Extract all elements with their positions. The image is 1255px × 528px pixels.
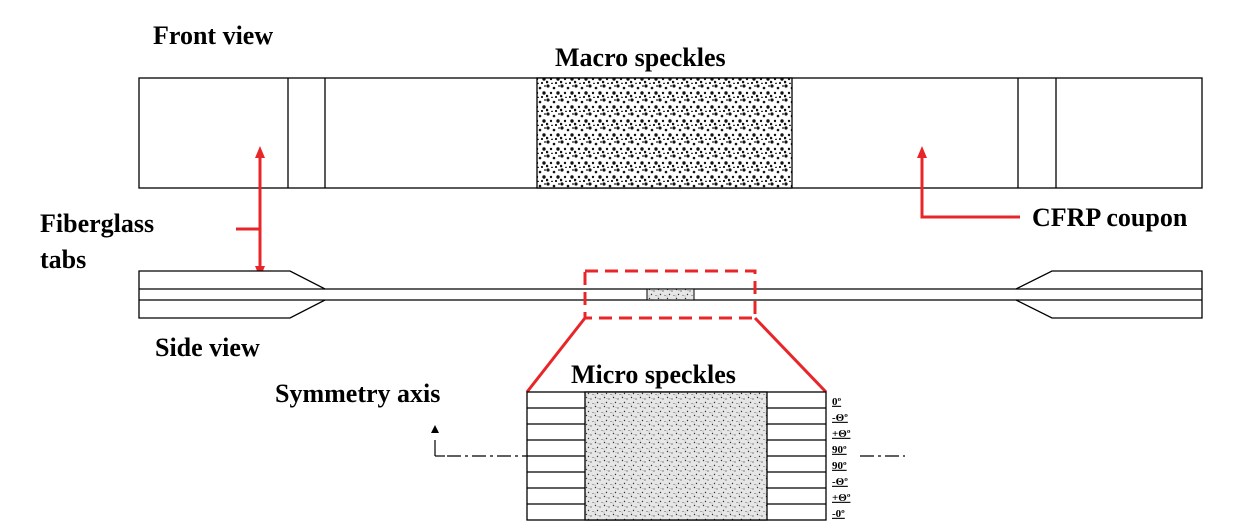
ply-label: -Θº	[832, 412, 848, 424]
ply-orientation-labels: 0º -Θº +Θº 90º 90º -Θº +Θº -0º	[832, 396, 851, 520]
zoom-line-left	[525, 317, 587, 393]
fiberglass-label-line1: Fiberglass	[40, 209, 154, 238]
symmetry-axis-arrow-icon	[431, 425, 439, 433]
front-view-coupon	[138, 77, 1203, 189]
side-view-coupon	[138, 270, 1203, 319]
ply-label: +Θº	[832, 492, 851, 504]
cfrp-coupon-pointer	[917, 146, 1020, 219]
ply-label: 90º	[832, 460, 847, 472]
ply-stack-detail: 0º -Θº +Θº 90º 90º -Θº +Θº -0º	[526, 391, 851, 521]
fiberglass-arrowhead-up	[255, 146, 265, 158]
ply-label: -0º	[832, 508, 845, 520]
zoom-line-right	[753, 316, 828, 394]
cfrp-coupon-label: CFRP coupon	[1032, 203, 1188, 232]
ply-label: +Θº	[832, 428, 851, 440]
side-micro-speckle-region	[646, 288, 695, 301]
front-view-label: Front view	[153, 21, 273, 50]
micro-speckle-region	[584, 391, 768, 521]
micro-speckles-label: Micro speckles	[571, 360, 736, 389]
symmetry-axis	[431, 425, 905, 457]
zoom-box	[583, 269, 757, 320]
side-view-label: Side view	[155, 333, 260, 362]
cfrp-pointer-line	[920, 156, 1020, 219]
ply-label: 90º	[832, 444, 847, 456]
ply-label: 0º	[832, 396, 842, 408]
cfrp-arrowhead	[917, 146, 927, 158]
symmetry-axis-label: Symmetry axis	[275, 379, 440, 408]
macro-speckle-region	[536, 77, 793, 189]
macro-speckles-label: Macro speckles	[555, 43, 726, 72]
fiberglass-label-line2: tabs	[40, 245, 86, 274]
ply-label: -Θº	[832, 476, 848, 488]
